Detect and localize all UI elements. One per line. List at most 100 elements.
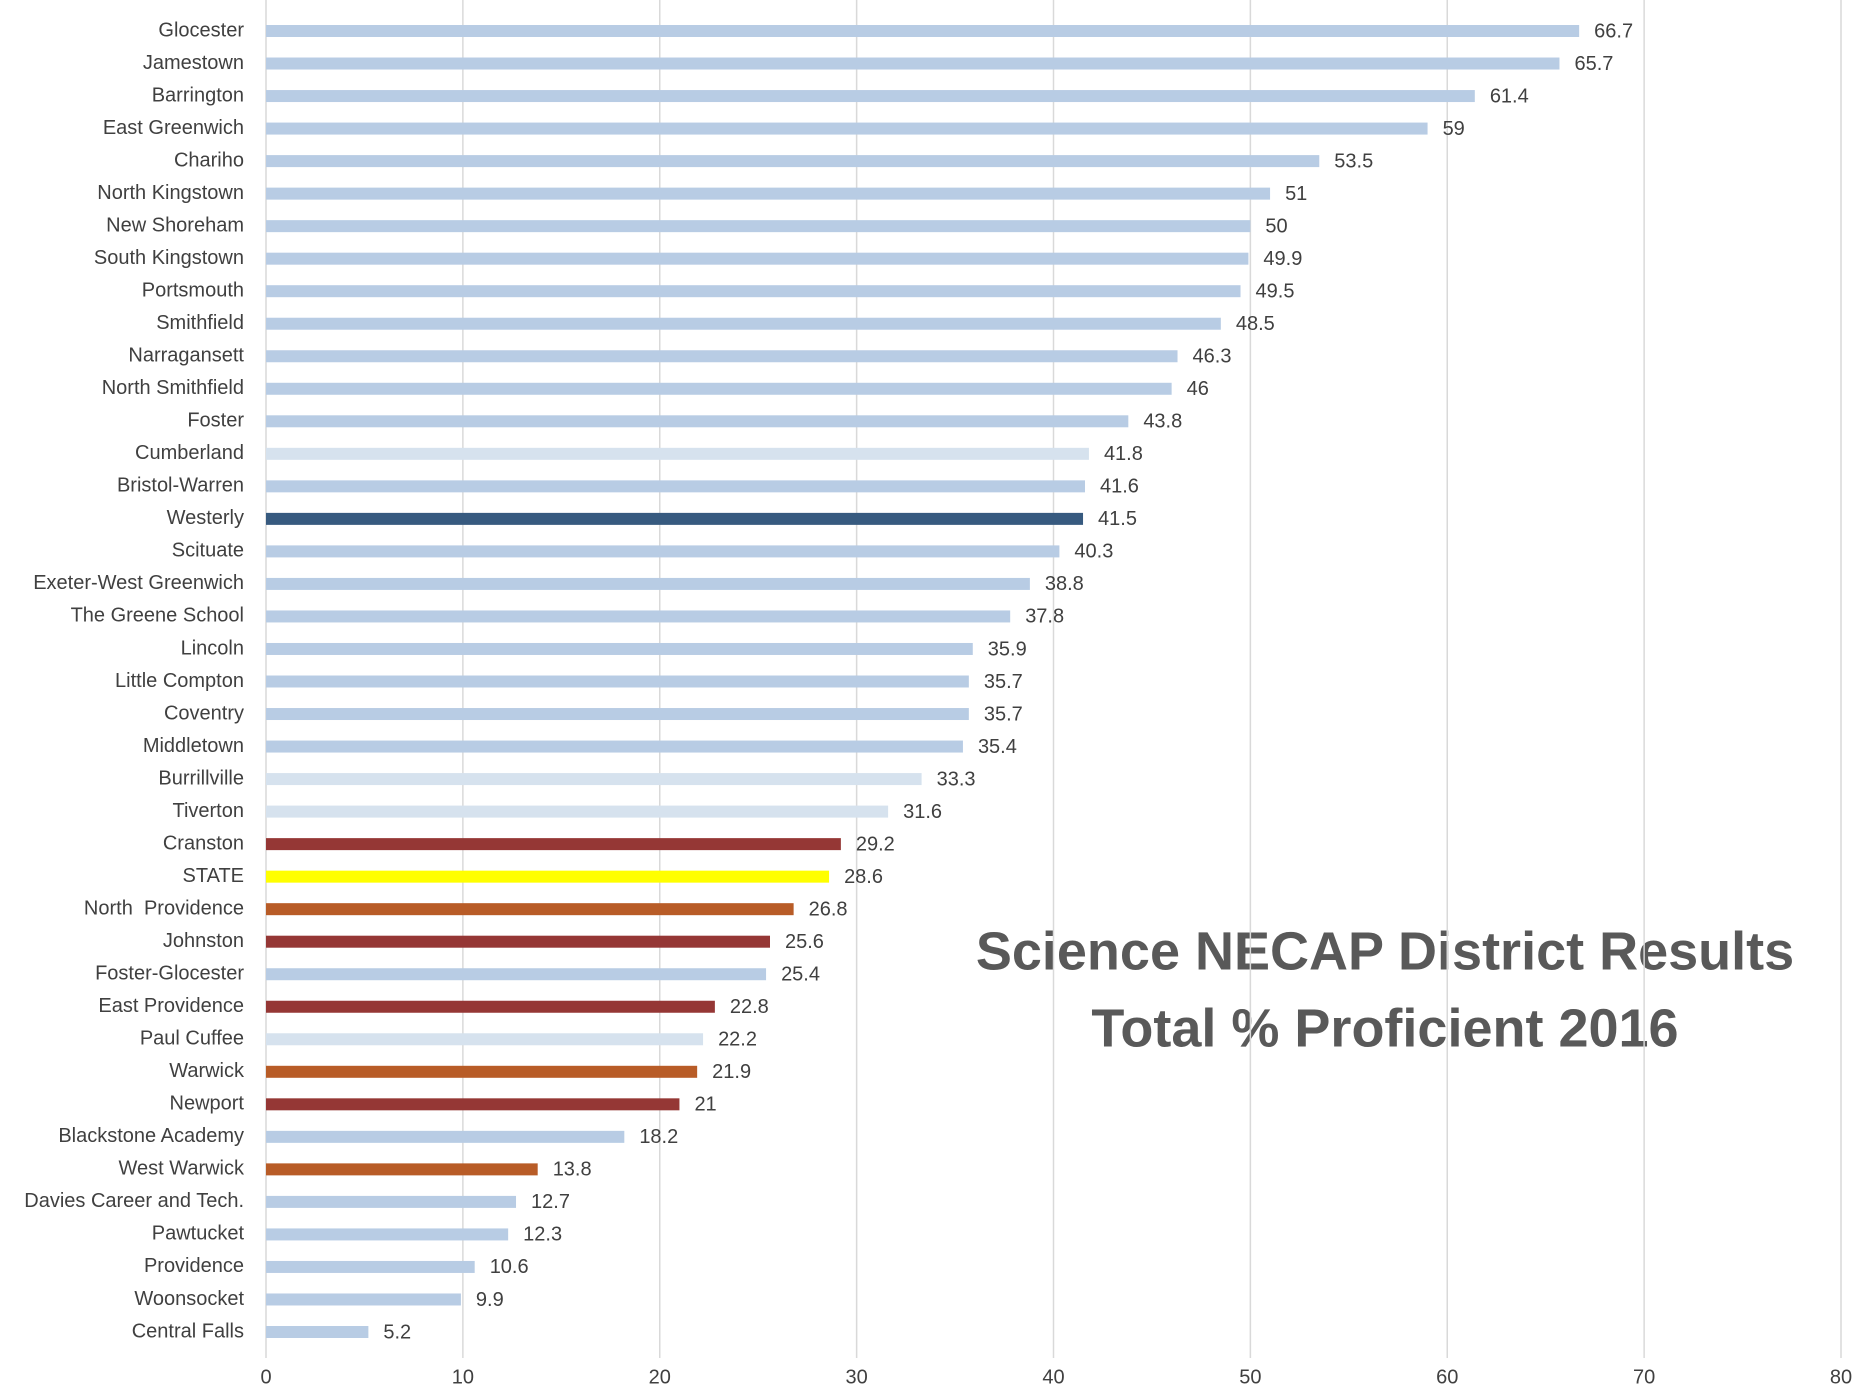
value-label: 10.6 bbox=[490, 1256, 529, 1278]
y-tick-label: Narragansett bbox=[128, 345, 244, 367]
bar bbox=[266, 25, 1580, 37]
y-tick-label: Providence bbox=[144, 1255, 244, 1277]
value-label: 18.2 bbox=[639, 1126, 678, 1148]
y-tick-label: Johnston bbox=[163, 930, 244, 952]
y-tick-label: Westerly bbox=[167, 507, 244, 529]
y-tick-label: The Greene School bbox=[71, 605, 244, 627]
value-label: 51 bbox=[1285, 183, 1307, 205]
y-tick-label: Portsmouth bbox=[142, 279, 244, 301]
y-tick-label: North Smithfield bbox=[102, 377, 244, 399]
bar bbox=[266, 675, 969, 688]
x-tick-label: 50 bbox=[1239, 1366, 1261, 1388]
y-tick-label: STATE bbox=[183, 865, 244, 887]
value-label: 37.8 bbox=[1025, 606, 1064, 628]
y-tick-label: Tiverton bbox=[172, 800, 244, 822]
y-tick-label: Woonsocket bbox=[134, 1288, 244, 1310]
value-label: 33.3 bbox=[937, 768, 976, 790]
value-label: 65.7 bbox=[1574, 53, 1613, 75]
value-label: 12.3 bbox=[523, 1224, 562, 1246]
bar bbox=[266, 1326, 369, 1338]
y-tick-label: Bristol-Warren bbox=[117, 475, 244, 497]
bar bbox=[266, 968, 767, 981]
y-tick-label: Blackstone Academy bbox=[58, 1125, 244, 1147]
y-tick-label: South Kingstown bbox=[94, 247, 244, 269]
value-label: 59 bbox=[1443, 118, 1465, 140]
y-tick-label: Scituate bbox=[172, 540, 244, 562]
bar bbox=[266, 1130, 625, 1143]
value-label: 61.4 bbox=[1490, 85, 1529, 107]
bar bbox=[266, 935, 770, 948]
x-tick-label: 70 bbox=[1633, 1366, 1655, 1388]
bar bbox=[266, 545, 1060, 558]
bar bbox=[266, 1195, 517, 1208]
value-label: 38.8 bbox=[1045, 573, 1084, 595]
value-label: 35.4 bbox=[978, 736, 1017, 758]
y-tick-label: East Providence bbox=[98, 995, 244, 1017]
x-tick-label: 10 bbox=[452, 1366, 474, 1388]
y-tick-label: Smithfield bbox=[156, 312, 244, 334]
y-tick-label: North Kingstown bbox=[97, 182, 244, 204]
bar bbox=[266, 870, 830, 883]
x-tick-label: 60 bbox=[1436, 1366, 1458, 1388]
bar bbox=[266, 447, 1089, 460]
y-tick-label: Barrington bbox=[152, 84, 244, 106]
value-label: 41.6 bbox=[1100, 476, 1139, 498]
value-label: 46 bbox=[1187, 378, 1209, 400]
y-tick-label: Exeter-West Greenwich bbox=[33, 572, 244, 594]
x-tick-label: 80 bbox=[1830, 1366, 1852, 1388]
y-tick-label: Glocester bbox=[158, 19, 244, 41]
y-tick-label: Paul Cuffee bbox=[140, 1028, 244, 1050]
bar bbox=[266, 577, 1030, 590]
value-label: 5.2 bbox=[383, 1321, 411, 1343]
value-label: 12.7 bbox=[531, 1191, 570, 1213]
y-tick-label: West Warwick bbox=[118, 1158, 245, 1180]
bar bbox=[266, 317, 1221, 330]
y-tick-label: Coventry bbox=[164, 702, 244, 724]
y-tick-label: Cumberland bbox=[135, 442, 244, 464]
y-tick-label: Chariho bbox=[174, 149, 244, 171]
y-tick-label: Warwick bbox=[169, 1060, 245, 1082]
bar bbox=[266, 1000, 715, 1013]
y-tick-label: Pawtucket bbox=[152, 1223, 245, 1245]
value-label: 22.2 bbox=[718, 1029, 757, 1051]
bar bbox=[266, 1098, 680, 1111]
bar bbox=[266, 1228, 509, 1241]
x-tick-label: 0 bbox=[260, 1366, 271, 1388]
value-label: 26.8 bbox=[809, 898, 848, 920]
bar bbox=[266, 610, 1011, 623]
value-label: 22.8 bbox=[730, 996, 769, 1018]
bar bbox=[266, 122, 1428, 135]
value-label: 28.6 bbox=[844, 866, 883, 888]
value-label: 41.5 bbox=[1098, 508, 1137, 530]
value-label: 41.8 bbox=[1104, 443, 1143, 465]
value-label: 43.8 bbox=[1143, 411, 1182, 433]
value-label: 25.6 bbox=[785, 931, 824, 953]
bar bbox=[266, 903, 794, 916]
bar bbox=[266, 187, 1271, 200]
bar bbox=[266, 773, 922, 786]
value-label: 48.5 bbox=[1236, 313, 1275, 335]
bar bbox=[266, 382, 1172, 395]
value-label: 46.3 bbox=[1193, 346, 1232, 368]
y-tick-label: Cranston bbox=[163, 832, 244, 854]
bar bbox=[266, 350, 1178, 363]
value-label: 66.7 bbox=[1594, 20, 1633, 42]
bar bbox=[266, 1033, 704, 1046]
value-label: 31.6 bbox=[903, 801, 942, 823]
chart-subtitle: Total % Proficient 2016 bbox=[1091, 998, 1678, 1058]
y-tick-label: Middletown bbox=[143, 735, 244, 757]
value-label: 9.9 bbox=[476, 1289, 504, 1311]
bar bbox=[266, 512, 1084, 525]
x-tick-label: 30 bbox=[846, 1366, 868, 1388]
value-label: 35.9 bbox=[988, 638, 1027, 660]
value-label: 49.9 bbox=[1263, 248, 1302, 270]
bar bbox=[266, 838, 841, 851]
bar bbox=[266, 415, 1129, 428]
bar bbox=[266, 90, 1475, 103]
y-tick-label: Little Compton bbox=[115, 670, 244, 692]
value-label: 53.5 bbox=[1334, 150, 1373, 172]
chart-title: Science NECAP District Results bbox=[976, 921, 1794, 981]
value-label: 35.7 bbox=[984, 671, 1023, 693]
bar bbox=[266, 642, 973, 655]
